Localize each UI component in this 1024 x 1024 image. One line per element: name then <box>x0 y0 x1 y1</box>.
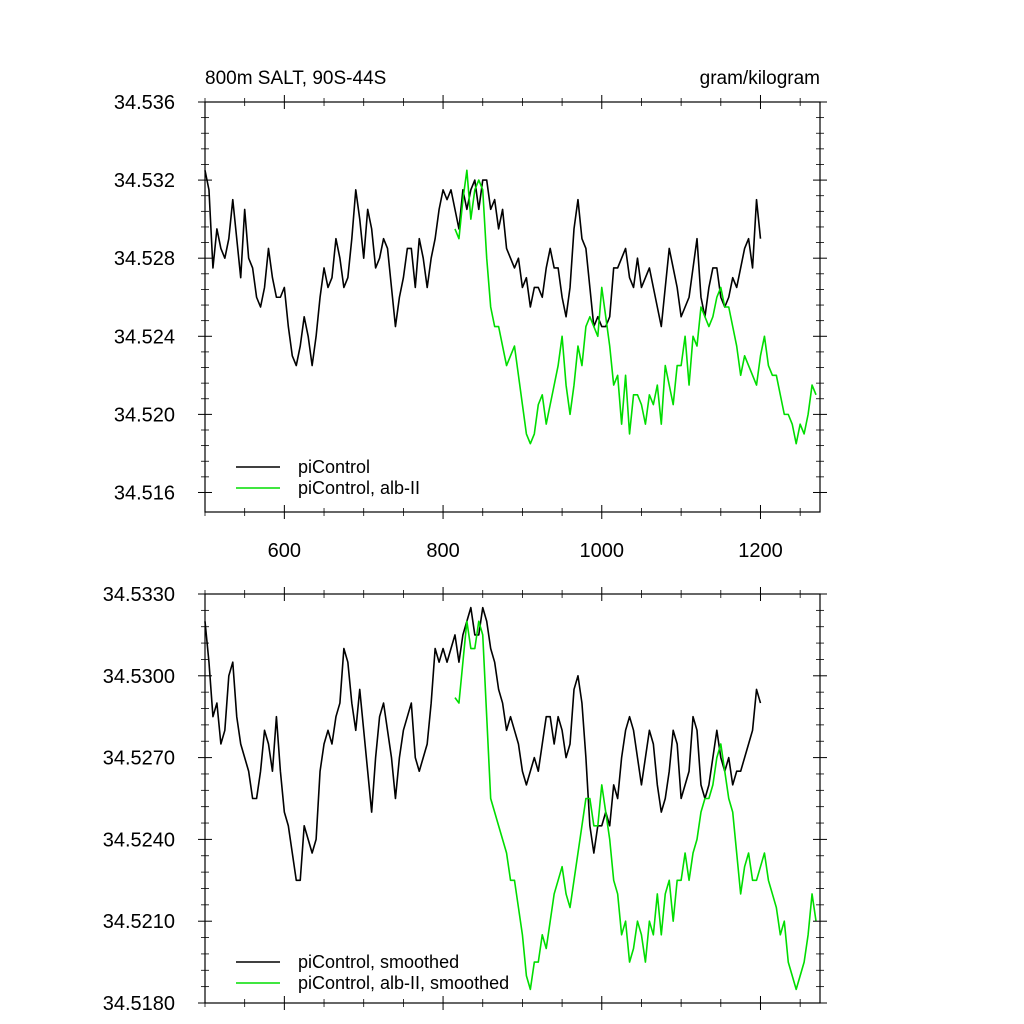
y-tick-label: 34.5330 <box>103 584 175 606</box>
y-tick-label: 34.520 <box>114 404 175 426</box>
plot-frame <box>204 101 821 513</box>
legend-label-1: piControl, alb-II, smoothed <box>298 973 509 993</box>
x-tick-label: 1000 <box>580 540 625 562</box>
legend-label-1: piControl, alb-II <box>298 478 420 498</box>
series-line-0 <box>204 606 762 882</box>
series-line-1 <box>454 169 817 445</box>
y-tick-label: 34.5180 <box>103 993 175 1015</box>
y-tick-label: 34.5240 <box>103 829 175 851</box>
chart-title-left: 800m SALT, 90S-44S <box>205 68 386 89</box>
y-tick-label: 34.532 <box>114 170 175 192</box>
series-layer <box>204 169 817 445</box>
plot-frame <box>204 593 821 1004</box>
series-line-0 <box>204 170 762 367</box>
legend-label-0: piControl <box>298 457 370 477</box>
y-tick-label: 34.5300 <box>103 666 175 688</box>
y-tick-label: 34.524 <box>114 326 175 348</box>
chart-title-right: gram/kilogram <box>700 68 820 89</box>
y-tick-label: 34.516 <box>114 482 175 504</box>
chart-bottom: 34.5180 34.5210 34.5240 34.5270 34.5300 34.53… <box>103 584 827 1015</box>
x-tick-label: 1200 <box>738 540 783 562</box>
axis-layer: 34.5180 34.5210 34.5240 34.5270 34.5300 34.53… <box>103 584 827 1015</box>
legend-label-0: piControl, smoothed <box>298 952 459 972</box>
chart-top: 800m SALT, 90S-44S gram/kilogram 34.5163… <box>114 68 827 562</box>
y-tick-label: 34.5270 <box>103 748 175 770</box>
series-line-1 <box>454 620 817 991</box>
x-tick-label: 800 <box>426 540 459 562</box>
y-tick-label: 34.536 <box>114 92 175 114</box>
x-tick-label: 600 <box>268 540 301 562</box>
y-tick-label: 34.5210 <box>103 911 175 933</box>
axis-layer: 34.516 34.520 34.524 34.528 34.532 34.536 600 8… <box>114 92 827 562</box>
series-layer <box>204 606 817 991</box>
y-tick-label: 34.528 <box>114 248 175 270</box>
